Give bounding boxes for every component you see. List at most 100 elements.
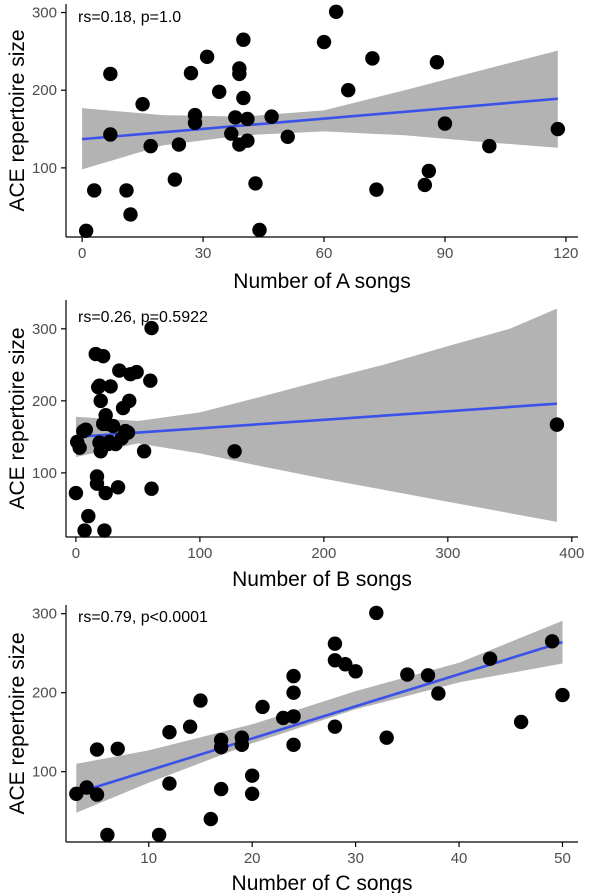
data-point (236, 32, 251, 47)
data-point (78, 422, 94, 437)
data-point (167, 172, 183, 187)
data-point (144, 481, 159, 496)
data-point (417, 177, 433, 193)
x-tick-label: 10 (140, 850, 157, 867)
data-point (129, 364, 144, 380)
x-tick-label: 400 (559, 545, 584, 562)
chart-panel-1: 0 30 60 90 120 100 200 300 Number of A songs ACE … (6, 4, 578, 293)
x-axis-title: Number of B songs (232, 568, 412, 591)
data-point (78, 223, 94, 238)
data-point (544, 634, 560, 649)
data-point (119, 183, 134, 198)
confidence-band (75, 308, 557, 522)
x-tick-label: 0 (72, 545, 80, 562)
data-point (171, 137, 187, 152)
y-tick-label: 200 (32, 393, 57, 410)
data-point (183, 65, 199, 81)
regression-line (82, 97, 558, 141)
data-point (369, 182, 384, 197)
data-point (482, 138, 497, 154)
data-point (400, 667, 415, 682)
data-point (87, 183, 102, 198)
data-point (162, 724, 177, 740)
data-point (144, 320, 159, 336)
data-point (429, 55, 445, 70)
data-point (135, 96, 150, 112)
x-tick-label: 20 (244, 850, 261, 867)
chart-panel-3: 10 20 30 40 50 100 200 300 Number of C songs ACE … (6, 605, 578, 893)
data-point (103, 379, 118, 394)
chart-panel-2: 0 100 200 300 400 100 200 300 Number of B songs A… (6, 300, 584, 591)
data-point (232, 61, 247, 76)
x-axis-title: Number of A songs (233, 270, 410, 293)
data-point (103, 66, 118, 82)
data-point (286, 668, 301, 684)
data-point (286, 709, 301, 724)
data-point (122, 393, 137, 409)
data-point (286, 685, 301, 700)
data-point (182, 719, 198, 734)
y-axis-title: ACE repertoire size (6, 29, 29, 211)
data-point (280, 129, 295, 145)
confidence-band (82, 50, 558, 170)
data-point (68, 485, 84, 501)
y-tick-label: 200 (32, 685, 57, 702)
data-point (69, 786, 84, 802)
x-tick-label: 200 (311, 545, 336, 562)
data-point (89, 787, 105, 802)
data-point (224, 126, 239, 141)
y-tick-label: 100 (32, 465, 57, 482)
y-axis-title: ACE repertoire size (6, 632, 29, 814)
data-point (77, 523, 92, 538)
data-point (421, 163, 437, 179)
data-point (369, 605, 384, 621)
data-point (143, 138, 158, 154)
data-point (213, 781, 229, 797)
data-point (255, 699, 270, 715)
data-point (248, 176, 263, 191)
x-tick-label: 40 (451, 850, 468, 867)
data-point (555, 687, 570, 703)
data-point (81, 508, 96, 524)
data-point (213, 740, 229, 755)
x-tick-label: 0 (78, 245, 86, 262)
data-point (162, 776, 177, 791)
data-point (93, 393, 108, 409)
data-point (244, 768, 260, 783)
x-tick-label: 60 (316, 245, 333, 262)
data-point (341, 83, 356, 98)
data-point (187, 115, 203, 131)
data-point (228, 110, 243, 125)
data-point (236, 90, 251, 106)
data-point (151, 827, 167, 843)
data-point (264, 109, 279, 124)
x-tick-label: 300 (435, 545, 460, 562)
data-point (95, 348, 111, 364)
data-point (420, 668, 436, 683)
x-tick-label: 120 (553, 245, 578, 262)
data-point (244, 786, 260, 802)
data-point (227, 444, 242, 459)
y-tick-label: 300 (32, 321, 57, 338)
y-axis-title: ACE repertoire size (6, 327, 29, 509)
x-axis-title: Number of C songs (232, 872, 413, 893)
x-tick-label: 30 (195, 245, 212, 262)
data-point (120, 425, 136, 440)
data-point (549, 417, 565, 432)
stats-annotation: rs=0.26, p=0.5922 (78, 309, 208, 326)
data-point (98, 485, 113, 501)
data-point (240, 111, 255, 127)
stats-annotation: rs=0.18, p=1.0 (78, 9, 181, 26)
data-point (286, 737, 301, 753)
data-point (379, 730, 394, 745)
x-tick-label: 90 (437, 245, 454, 262)
data-point (365, 51, 380, 66)
data-point (103, 127, 118, 142)
data-point (123, 207, 138, 222)
regression-line (75, 402, 558, 439)
x-tick-label: 30 (347, 850, 364, 867)
data-point (89, 742, 105, 757)
y-tick-label: 300 (32, 5, 57, 22)
data-point (328, 4, 344, 19)
data-point (97, 523, 112, 538)
